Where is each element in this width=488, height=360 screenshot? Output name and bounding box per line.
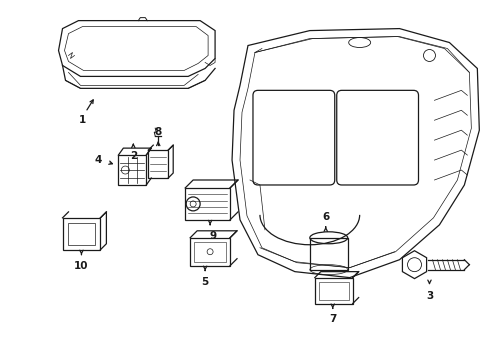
- Text: 2: 2: [129, 151, 137, 161]
- Text: 10: 10: [74, 261, 88, 271]
- Bar: [185, 188, 229, 220]
- Bar: [309, 238, 347, 270]
- Bar: [314, 278, 352, 303]
- Bar: [194, 242, 225, 262]
- Bar: [148, 150, 168, 178]
- Text: 9: 9: [209, 231, 216, 241]
- Text: 7: 7: [328, 314, 336, 324]
- Bar: [62, 218, 100, 250]
- Text: 5: 5: [201, 276, 208, 287]
- Text: 4: 4: [95, 155, 102, 165]
- Text: 8: 8: [154, 127, 162, 137]
- Bar: [190, 238, 229, 266]
- Text: 3: 3: [425, 291, 432, 301]
- Text: 1: 1: [79, 115, 86, 125]
- Bar: [67, 223, 95, 245]
- Bar: [318, 282, 348, 300]
- Bar: [118, 155, 146, 185]
- Text: 6: 6: [322, 212, 329, 222]
